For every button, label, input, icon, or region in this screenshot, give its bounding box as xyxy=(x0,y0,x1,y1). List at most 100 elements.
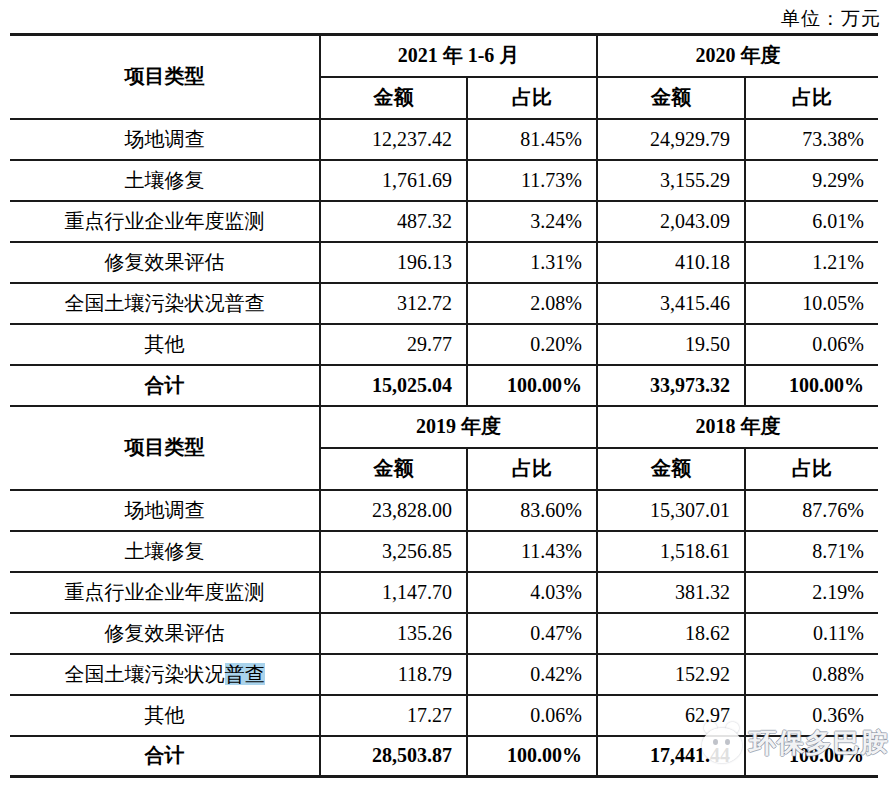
percent-cell: 2.08% xyxy=(467,283,597,324)
percent-cell: 4.03% xyxy=(467,572,597,613)
corner-header-cell: 项目类型 xyxy=(10,35,320,119)
amount-cell: 381.32 xyxy=(597,572,745,613)
percent-cell: 100.00% xyxy=(745,736,878,777)
row-label: 修复效果评估 xyxy=(10,613,320,654)
percent-cell: 8.71% xyxy=(745,531,878,572)
row-label: 其他 xyxy=(10,324,320,365)
amount-cell: 17,441.44 xyxy=(597,736,745,777)
header-row-periods-1: 项目类型 2021 年 1-6 月 2020 年度 xyxy=(10,35,878,77)
row-label: 场地调查 xyxy=(10,490,320,531)
period-header-cell: 2021 年 1-6 月 xyxy=(320,35,597,77)
percent-cell: 100.00% xyxy=(467,365,597,406)
percent-cell: 83.60% xyxy=(467,490,597,531)
financial-table: 项目类型 2021 年 1-6 月 2020 年度 金额 占比 金额 占比 场地… xyxy=(10,33,878,778)
amount-cell: 2,043.09 xyxy=(597,201,745,242)
total-label: 合计 xyxy=(10,365,320,406)
amount-cell: 33,973.32 xyxy=(597,365,745,406)
amount-cell: 28,503.87 xyxy=(320,736,467,777)
percent-cell: 0.11% xyxy=(745,613,878,654)
subheader-amount-cell: 金额 xyxy=(320,77,467,119)
percent-cell: 0.06% xyxy=(745,324,878,365)
subheader-ratio-cell: 占比 xyxy=(467,448,597,490)
amount-cell: 196.13 xyxy=(320,242,467,283)
percent-cell: 81.45% xyxy=(467,119,597,160)
amount-cell: 3,415.46 xyxy=(597,283,745,324)
subheader-ratio-cell: 占比 xyxy=(745,448,878,490)
header-row-periods-2: 项目类型 2019 年度 2018 年度 xyxy=(10,406,878,448)
amount-cell: 17.27 xyxy=(320,695,467,736)
row-label: 土壤修复 xyxy=(10,531,320,572)
period-header-cell: 2019 年度 xyxy=(320,406,597,448)
text-selection-highlight: 普查 xyxy=(225,663,265,685)
table-row: 土壤修复 1,761.69 11.73% 3,155.29 9.29% xyxy=(10,160,878,201)
period-header-cell: 2020 年度 xyxy=(597,35,878,77)
table-row: 其他 17.27 0.06% 62.97 0.36% xyxy=(10,695,878,736)
row-label: 全国土壤污染状况普查 xyxy=(10,283,320,324)
percent-cell: 9.29% xyxy=(745,160,878,201)
subheader-ratio-cell: 占比 xyxy=(467,77,597,119)
amount-cell: 1,147.70 xyxy=(320,572,467,613)
amount-cell: 62.97 xyxy=(597,695,745,736)
amount-cell: 487.32 xyxy=(320,201,467,242)
percent-cell: 10.05% xyxy=(745,283,878,324)
amount-cell: 23,828.00 xyxy=(320,490,467,531)
percent-cell: 100.00% xyxy=(745,365,878,406)
amount-cell: 152.92 xyxy=(597,654,745,695)
row-label: 重点行业企业年度监测 xyxy=(10,572,320,613)
amount-cell: 12,237.42 xyxy=(320,119,467,160)
amount-cell: 1,761.69 xyxy=(320,160,467,201)
amount-cell: 3,256.85 xyxy=(320,531,467,572)
table-row: 全国土壤污染状况普查 118.79 0.42% 152.92 0.88% xyxy=(10,654,878,695)
amount-cell: 15,025.04 xyxy=(320,365,467,406)
table-row: 其他 29.77 0.20% 19.50 0.06% xyxy=(10,324,878,365)
percent-cell: 0.88% xyxy=(745,654,878,695)
subheader-amount-cell: 金额 xyxy=(597,77,745,119)
percent-cell: 0.47% xyxy=(467,613,597,654)
amount-cell: 15,307.01 xyxy=(597,490,745,531)
table-row: 修复效果评估 196.13 1.31% 410.18 1.21% xyxy=(10,242,878,283)
percent-cell: 0.42% xyxy=(467,654,597,695)
row-label: 全国土壤污染状况普查 xyxy=(10,654,320,695)
percent-cell: 100.00% xyxy=(467,736,597,777)
row-label: 重点行业企业年度监测 xyxy=(10,201,320,242)
amount-cell: 3,155.29 xyxy=(597,160,745,201)
percent-cell: 3.24% xyxy=(467,201,597,242)
amount-cell: 410.18 xyxy=(597,242,745,283)
percent-cell: 0.06% xyxy=(467,695,597,736)
row-label: 修复效果评估 xyxy=(10,242,320,283)
row-label: 土壤修复 xyxy=(10,160,320,201)
amount-cell: 19.50 xyxy=(597,324,745,365)
table-row: 场地调查 12,237.42 81.45% 24,929.79 73.38% xyxy=(10,119,878,160)
row-label: 场地调查 xyxy=(10,119,320,160)
table-row: 全国土壤污染状况普查 312.72 2.08% 3,415.46 10.05% xyxy=(10,283,878,324)
corner-header-cell: 项目类型 xyxy=(10,406,320,490)
percent-cell: 0.20% xyxy=(467,324,597,365)
percent-cell: 11.43% xyxy=(467,531,597,572)
percent-cell: 0.36% xyxy=(745,695,878,736)
table-row: 场地调查 23,828.00 83.60% 15,307.01 87.76% xyxy=(10,490,878,531)
row-label: 其他 xyxy=(10,695,320,736)
table-row: 土壤修复 3,256.85 11.43% 1,518.61 8.71% xyxy=(10,531,878,572)
subheader-ratio-cell: 占比 xyxy=(745,77,878,119)
percent-cell: 11.73% xyxy=(467,160,597,201)
percent-cell: 6.01% xyxy=(745,201,878,242)
percent-cell: 87.76% xyxy=(745,490,878,531)
subheader-amount-cell: 金额 xyxy=(320,448,467,490)
amount-cell: 18.62 xyxy=(597,613,745,654)
unit-label: 单位：万元 xyxy=(781,6,881,32)
total-row: 合计 15,025.04 100.00% 33,973.32 100.00% xyxy=(10,365,878,406)
percent-cell: 2.19% xyxy=(745,572,878,613)
row-label-text: 全国土壤污染状况 xyxy=(65,663,225,685)
percent-cell: 1.31% xyxy=(467,242,597,283)
amount-cell: 135.26 xyxy=(320,613,467,654)
amount-cell: 1,518.61 xyxy=(597,531,745,572)
percent-cell: 1.21% xyxy=(745,242,878,283)
percent-cell: 73.38% xyxy=(745,119,878,160)
table-row: 重点行业企业年度监测 487.32 3.24% 2,043.09 6.01% xyxy=(10,201,878,242)
total-row: 合计 28,503.87 100.00% 17,441.44 100.00% xyxy=(10,736,878,777)
total-label: 合计 xyxy=(10,736,320,777)
table-row: 重点行业企业年度监测 1,147.70 4.03% 381.32 2.19% xyxy=(10,572,878,613)
amount-cell: 312.72 xyxy=(320,283,467,324)
amount-cell: 118.79 xyxy=(320,654,467,695)
table-row: 修复效果评估 135.26 0.47% 18.62 0.11% xyxy=(10,613,878,654)
